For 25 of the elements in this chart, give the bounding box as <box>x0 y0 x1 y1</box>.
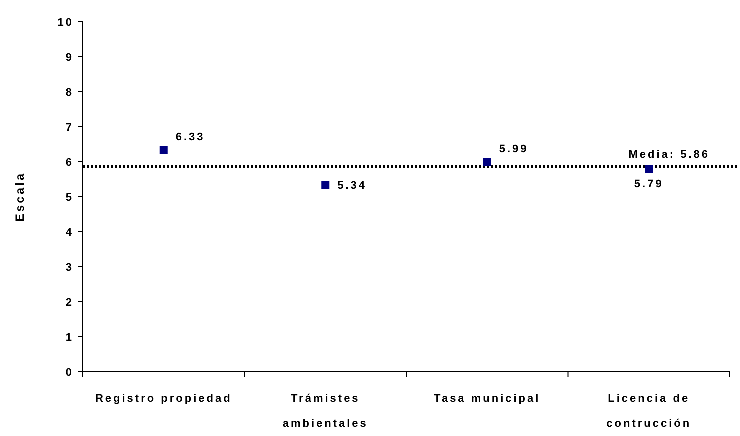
y-tick-label: 6 <box>66 157 74 169</box>
x-tick-label: Registro propiedad <box>95 393 232 405</box>
y-tick-label: 8 <box>66 87 74 99</box>
data-label: 5.79 <box>634 178 664 190</box>
y-tick-label: 1 <box>66 332 74 344</box>
y-tick-label: 2 <box>66 297 74 309</box>
data-label: 6.33 <box>176 131 206 144</box>
x-tick-label: Tasa municipal <box>434 393 541 405</box>
y-tick-label: 5 <box>66 192 74 204</box>
point <box>322 181 330 190</box>
y-tick-label: 7 <box>66 122 74 134</box>
ref-line-label: Media: 5.86 <box>628 148 710 161</box>
point <box>160 146 168 154</box>
y-tick-label: 10 <box>58 17 74 29</box>
x-tick-label: Trámistes ambientales <box>282 393 368 430</box>
data-label: 5.99 <box>499 143 529 156</box>
y-tick-label: 4 <box>66 227 74 239</box>
point <box>645 165 654 174</box>
x-tick-label: Licencia de contrucción <box>606 393 692 430</box>
y-tick-label: 9 <box>66 52 74 64</box>
y-axis-title: Escala <box>13 172 27 222</box>
point <box>483 158 492 166</box>
data-label: 5.34 <box>338 180 368 192</box>
y-tick-label: 0 <box>66 367 74 379</box>
y-tick-label: 3 <box>66 262 74 274</box>
